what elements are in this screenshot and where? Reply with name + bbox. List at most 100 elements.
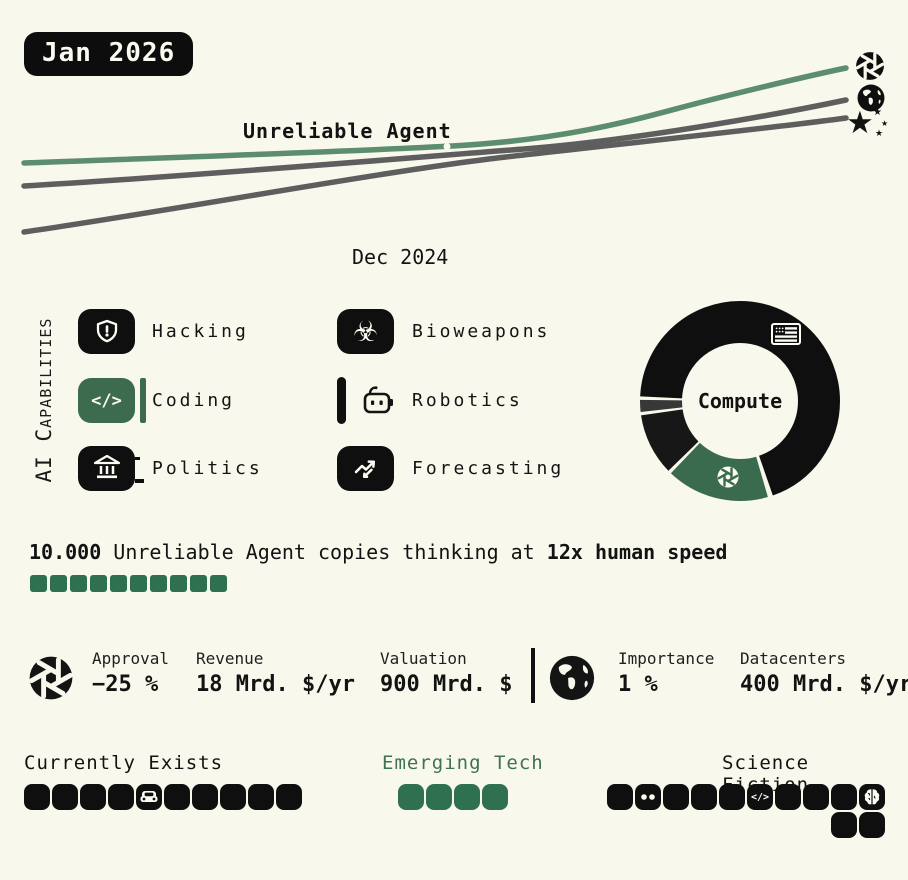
aperture-icon[interactable] <box>854 50 886 82</box>
track-square[interactable] <box>719 784 745 810</box>
track-label-emerging-tech: Emerging Tech <box>382 752 544 774</box>
agent-status-line: 10.000 Unreliable Agent copies thinking … <box>29 540 727 564</box>
stat-value: 900 Mrd. $ <box>380 672 513 697</box>
stat-value: 1 % <box>618 672 658 697</box>
track-square[interactable] <box>220 784 246 810</box>
track-square[interactable] <box>663 784 689 810</box>
star-sparkles-icon[interactable]: ★ ★ ★ ★ <box>846 105 889 141</box>
robot-icon <box>363 385 393 413</box>
aperture-icon <box>28 655 74 705</box>
stat-revenue: Revenue 18 Mrd. $/yr <box>196 649 355 697</box>
capability-badge-politics[interactable] <box>78 446 135 491</box>
aperture-icon <box>717 466 739 488</box>
track-square[interactable] <box>691 784 717 810</box>
code-icon: </> <box>91 390 122 411</box>
track-square[interactable] <box>426 784 452 810</box>
trend-arrows-icon <box>354 459 375 478</box>
chart-x-start-label: Dec 2024 <box>352 245 449 269</box>
bank-icon <box>93 454 120 478</box>
track-square <box>210 575 227 592</box>
biohazard-icon: ☣ <box>352 314 379 348</box>
code-square[interactable]: </> <box>747 784 773 810</box>
track-square[interactable] <box>192 784 218 810</box>
copies-text: Unreliable Agent copies thinking at <box>101 540 547 564</box>
agent-progress-squares <box>30 575 227 592</box>
stats-divider <box>531 648 535 703</box>
stat-label: Valuation <box>380 649 467 668</box>
track-square[interactable] <box>398 784 424 810</box>
track-square[interactable] <box>164 784 190 810</box>
stat-value: 18 Mrd. $/yr <box>196 672 355 697</box>
emerging-tech-squares <box>398 784 508 810</box>
track-square[interactable] <box>248 784 274 810</box>
capability-label-forecasting: Forecasting <box>412 458 565 479</box>
line-series-agent <box>21 65 849 166</box>
coding-level-bar <box>140 378 146 423</box>
brain-square[interactable] <box>859 784 885 810</box>
track-square[interactable] <box>24 784 50 810</box>
eyes-square[interactable] <box>635 784 661 810</box>
line-series-star <box>21 115 849 235</box>
capability-label-politics: Politics <box>152 458 263 479</box>
compute-slice-sliver <box>640 301 840 501</box>
compute-slice-agent <box>640 301 840 501</box>
capability-line-chart <box>21 65 849 235</box>
stat-label: Approval <box>92 649 170 668</box>
track-square <box>50 575 67 592</box>
track-square[interactable] <box>454 784 480 810</box>
shield-alert-icon <box>96 319 117 342</box>
stat-label: Datacenters <box>740 649 846 668</box>
stat-value: 400 Mrd. $/yr <box>740 672 908 697</box>
eyes-icon <box>641 794 655 800</box>
date-badge: Jan 2026 <box>24 32 194 76</box>
track-square[interactable] <box>108 784 134 810</box>
stat-approval: Approval −25 % <box>92 649 169 697</box>
track-square[interactable] <box>831 784 857 810</box>
track-square[interactable] <box>276 784 302 810</box>
track-label-currently-exists: Currently Exists <box>24 752 224 774</box>
science-fiction-squares-row1: </> <box>607 784 885 810</box>
capability-badge-hacking[interactable] <box>78 309 135 354</box>
robotics-level-bar <box>337 377 346 424</box>
us-flag-icon <box>771 323 801 345</box>
capability-label-robotics: Robotics <box>412 390 523 411</box>
track-square <box>30 575 47 592</box>
science-fiction-squares-row2 <box>831 812 885 838</box>
track-square[interactable] <box>607 784 633 810</box>
stat-label: Revenue <box>196 649 264 668</box>
globe-icon[interactable] <box>855 82 887 114</box>
track-square[interactable] <box>775 784 801 810</box>
compute-donut-chart <box>640 301 840 501</box>
track-square[interactable] <box>52 784 78 810</box>
track-square[interactable] <box>859 812 885 838</box>
stat-value: −25 % <box>92 672 159 697</box>
track-square[interactable] <box>803 784 829 810</box>
globe-icon <box>549 655 595 705</box>
capability-badge-forecasting[interactable] <box>337 446 394 491</box>
compute-slice-majority <box>640 301 840 501</box>
track-square <box>110 575 127 592</box>
track-square[interactable] <box>80 784 106 810</box>
track-square <box>90 575 107 592</box>
stat-valuation: Valuation 900 Mrd. $ <box>380 649 512 697</box>
chart-annotation: Unreliable Agent <box>243 119 452 143</box>
currently-exists-squares <box>24 784 302 810</box>
speed-value: 12x human speed <box>546 540 728 564</box>
track-square <box>70 575 87 592</box>
capability-badge-coding[interactable]: </> <box>78 378 135 423</box>
capability-badge-robotics[interactable] <box>348 378 405 423</box>
agent-point-marker <box>443 143 451 150</box>
track-square[interactable] <box>831 812 857 838</box>
car-square[interactable] <box>136 784 162 810</box>
capability-badge-bioweapons[interactable]: ☣ <box>337 309 394 354</box>
track-square[interactable] <box>482 784 508 810</box>
capability-label-bioweapons: Bioweapons <box>412 321 551 342</box>
code-icon: </> <box>750 791 770 803</box>
copies-count: 10.000 <box>29 540 102 564</box>
brain-icon <box>864 789 880 805</box>
stat-label: Importance <box>618 649 715 668</box>
compute-donut-label: Compute <box>697 389 783 413</box>
car-icon <box>140 791 158 802</box>
stat-importance: Importance 1 % <box>618 649 714 697</box>
